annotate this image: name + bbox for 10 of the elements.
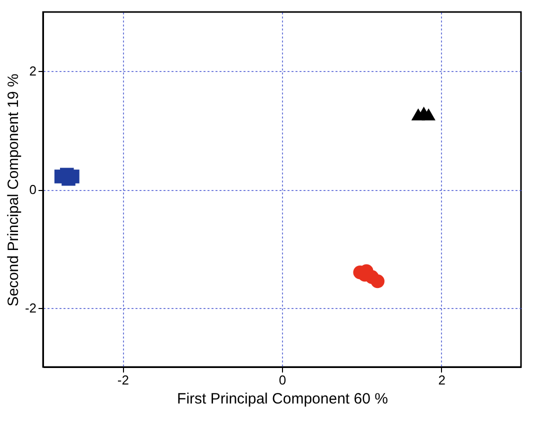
point xyxy=(370,274,384,288)
x-tick-label: 2 xyxy=(438,372,446,388)
y-axis-title: Second Principal Component 19 % xyxy=(4,74,22,306)
x-tick-label: -2 xyxy=(117,372,129,388)
point xyxy=(422,108,436,120)
x-axis-title: First Principal Component 60 % xyxy=(177,390,388,408)
y-tick-label: -2 xyxy=(24,300,36,316)
y-tick-label: 0 xyxy=(29,182,36,197)
y-tick-label: 2 xyxy=(29,64,36,79)
x-tick-label: 0 xyxy=(278,372,286,388)
